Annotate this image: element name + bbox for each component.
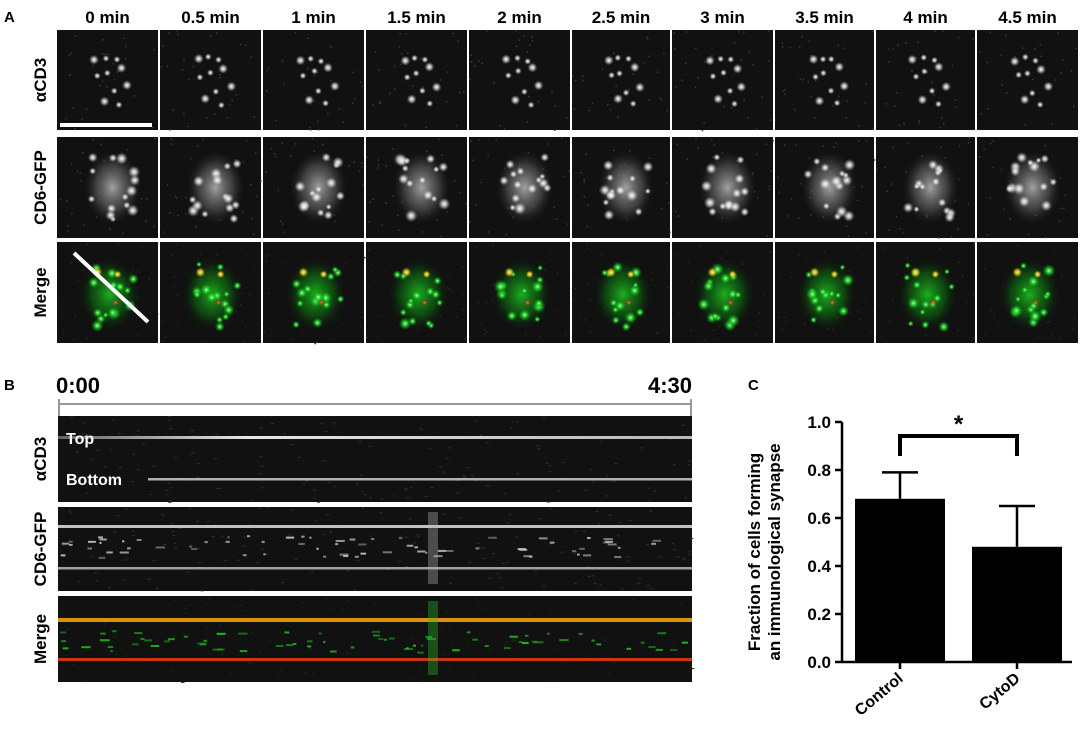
panel-a-row-labels: αCD3 CD6-GFP Merge	[31, 58, 50, 318]
time-label: 0.5 min	[181, 8, 240, 27]
kymograph-row	[58, 596, 695, 683]
micrograph-tile	[469, 137, 571, 238]
micrograph-tile	[672, 30, 773, 132]
panel-c-letter: C	[748, 377, 759, 394]
micrograph-tile	[977, 30, 1078, 130]
micrograph-tile	[572, 137, 671, 238]
micrograph-tile	[977, 137, 1078, 239]
kymo-time-axis	[58, 403, 692, 405]
panel-a-time-labels: 0 min 0.5 min 1 min 1.5 min 2 min 2.5 min 3 mi…	[85, 8, 1057, 27]
micrograph-tile	[572, 242, 670, 343]
significance-bracket	[898, 434, 1019, 456]
time-label: 2.5 min	[592, 8, 651, 27]
y-tick-label: 0.8	[807, 461, 831, 480]
micrograph-tile	[775, 242, 874, 343]
time-label: 4 min	[903, 8, 947, 27]
micrograph-tile	[160, 242, 261, 343]
significance-star: *	[954, 411, 964, 438]
micrograph-tile	[672, 242, 773, 343]
bar	[972, 546, 1062, 662]
micrograph-tile	[160, 137, 262, 238]
micrograph-tile	[366, 242, 467, 343]
kymograph-row	[58, 416, 692, 503]
micrograph-tile	[876, 242, 976, 343]
micrograph-tile	[57, 242, 159, 343]
y-tick-label: 0.2	[807, 605, 831, 624]
row-label: Merge	[31, 267, 50, 317]
micrograph-tile	[775, 30, 874, 130]
micrograph-tile	[469, 30, 570, 131]
row-label: CD6-GFP	[31, 150, 50, 225]
micrograph-tile	[57, 30, 158, 131]
micrograph-tile	[775, 137, 876, 238]
time-label: 1 min	[291, 8, 335, 27]
panel-a-letter: A	[4, 9, 15, 26]
micrograph-tile	[160, 30, 261, 131]
bar	[855, 498, 945, 662]
panel-a-micrographs	[57, 30, 1078, 345]
kymo-time-tick-end	[690, 399, 692, 416]
y-tick-label: 0.0	[807, 653, 831, 672]
row-label: αCD3	[31, 437, 50, 481]
scale-bar	[60, 123, 152, 127]
x-tick-label: CytoD	[977, 670, 1024, 713]
time-label: 2 min	[497, 8, 541, 27]
kymo-time-start: 0:00	[56, 373, 100, 398]
y-tick-label: 0.6	[807, 509, 831, 528]
micrograph-tile	[263, 30, 364, 131]
micrograph-tile	[672, 137, 774, 238]
micrograph-tile	[366, 30, 467, 130]
kymograph-row	[58, 507, 694, 592]
micrograph-tile	[263, 137, 364, 238]
kymo-bottom-label: Bottom	[66, 472, 122, 489]
micrograph-tile	[469, 242, 570, 343]
kymo-time-end: 4:30	[648, 373, 692, 398]
micrograph-tile	[977, 242, 1078, 343]
time-label: 4.5 min	[998, 8, 1057, 27]
micrograph-tile	[263, 242, 366, 345]
row-label: Merge	[31, 614, 50, 664]
micrograph-tile	[57, 137, 158, 238]
time-label: 3 min	[700, 8, 744, 27]
row-label: αCD3	[31, 58, 50, 102]
bar-chart: 0.0 0.2 0.4 0.6 0.8 1.0 Control CytoD * Fraction …	[745, 411, 1072, 720]
panel-b-row-labels: αCD3 CD6-GFP Merge	[31, 437, 50, 664]
time-label: 1.5 min	[387, 8, 446, 27]
panel-b-letter: B	[4, 377, 15, 394]
micrograph-tile	[876, 30, 975, 130]
kymo-top-label: Top	[66, 431, 94, 448]
y-axis-label: Fraction of cells formingan immunologica…	[745, 443, 784, 660]
panel-b-kymographs	[58, 416, 695, 683]
time-label: 3.5 min	[795, 8, 854, 27]
row-label: CD6-GFP	[31, 512, 50, 587]
micrograph-tile	[572, 30, 670, 130]
micrograph-tile	[366, 137, 468, 238]
micrograph-tile	[876, 137, 975, 239]
kymograph-line	[72, 251, 150, 324]
y-tick-label: 1.0	[807, 413, 831, 432]
y-tick-label: 0.4	[807, 557, 831, 576]
kymo-time-tick-start	[58, 399, 60, 416]
x-tick-label: Control	[852, 670, 906, 720]
time-label: 0 min	[85, 8, 129, 27]
